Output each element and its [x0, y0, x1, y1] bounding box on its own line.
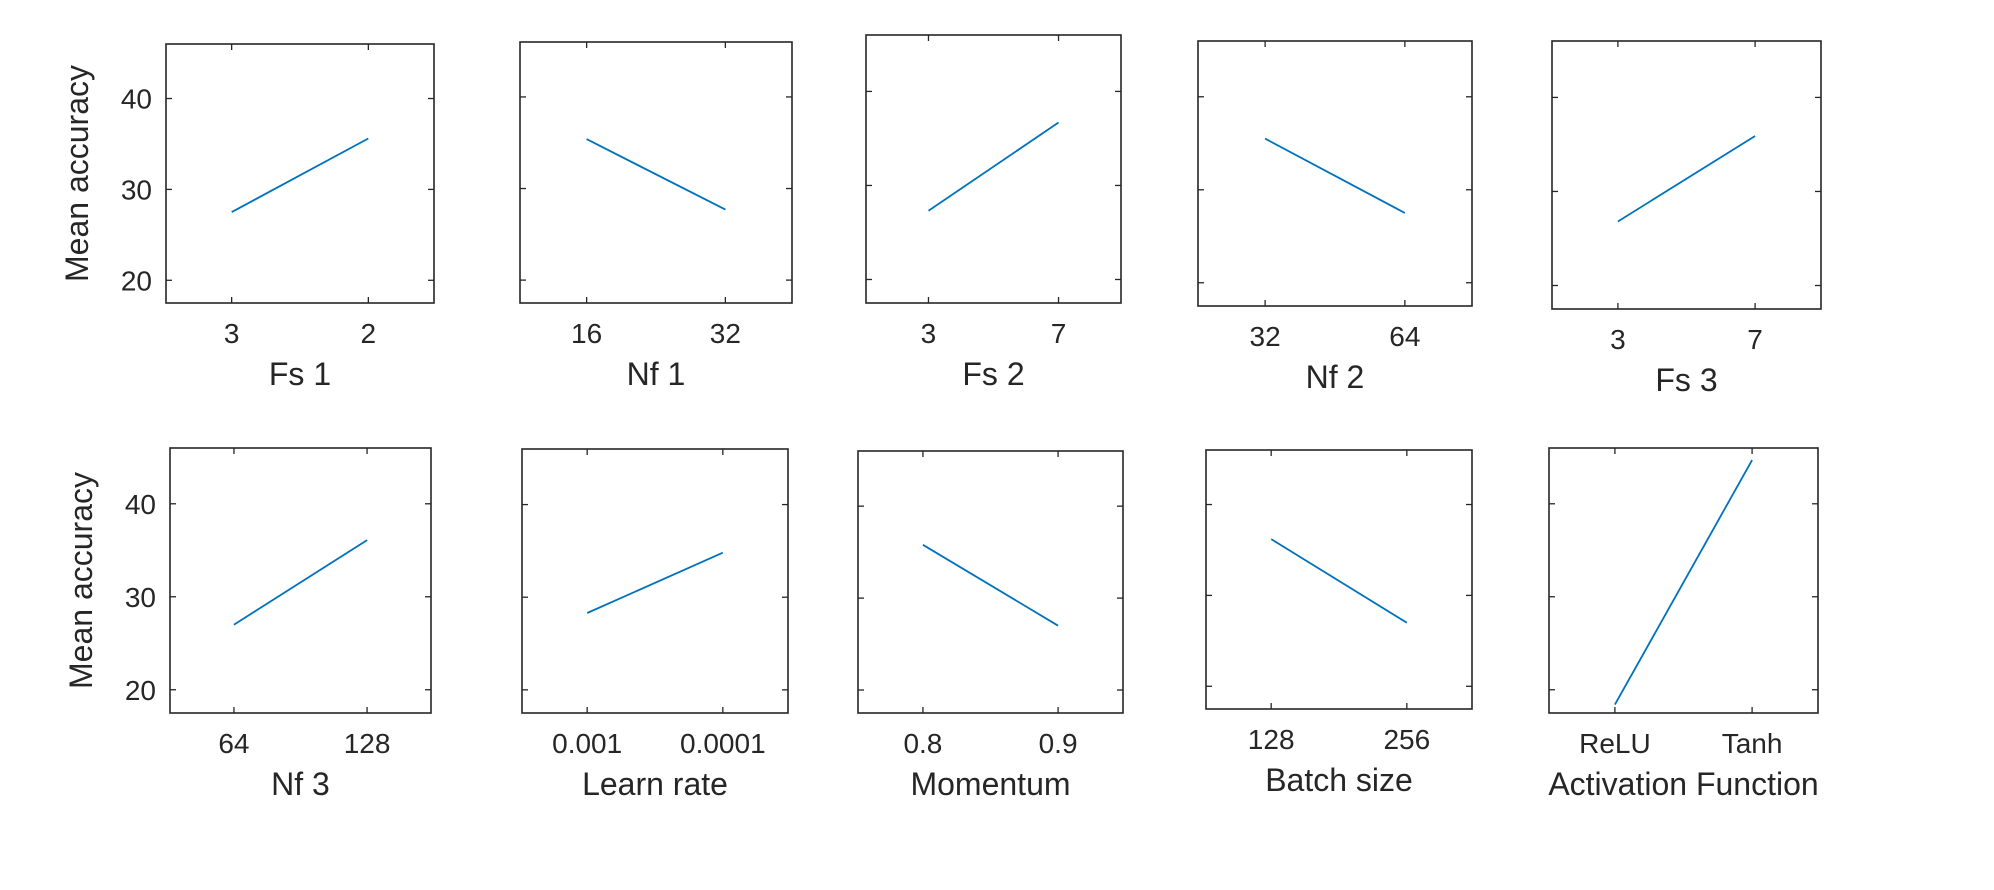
axes-frame — [165, 43, 435, 304]
x-tick-label: 128 — [344, 728, 391, 759]
y-tick-label: 20 — [125, 675, 156, 706]
axes-frame — [169, 447, 432, 714]
x-tick-label: 0.0001 — [680, 728, 766, 759]
x-tick-label: 3 — [921, 318, 937, 349]
subplot-4: 32 64 Nf 2 — [1197, 40, 1473, 395]
axes-frame — [1197, 40, 1473, 307]
x-tick-label: Tanh — [1722, 728, 1783, 759]
x-tick-label: 7 — [1051, 318, 1067, 349]
axes-frame — [857, 450, 1124, 714]
series-line — [233, 539, 368, 626]
y-tick-label: 20 — [121, 265, 152, 296]
x-axis-label: Nf 2 — [1306, 359, 1365, 395]
x-tick-label: 0.001 — [552, 728, 622, 759]
axes-frame — [519, 41, 793, 304]
x-tick-label: 128 — [1248, 724, 1295, 755]
subplot-3: 3 7 Fs 2 — [865, 34, 1122, 392]
subplot-5: 3 7 Fs 3 — [1551, 40, 1822, 398]
axes-frame — [865, 34, 1122, 304]
y-tick-label: 40 — [125, 489, 156, 520]
x-axis-label: Batch size — [1265, 762, 1413, 798]
x-axis-label: Fs 3 — [1655, 362, 1717, 398]
x-tick-label: 0.9 — [1039, 728, 1078, 759]
series-line — [231, 137, 369, 213]
x-tick-label: 7 — [1747, 324, 1763, 355]
x-tick-label: 3 — [224, 318, 240, 349]
series-line — [1264, 137, 1406, 214]
x-axis-label: Learn rate — [582, 766, 728, 802]
subplot-7: 0.001 0.0001 Learn rate — [521, 448, 789, 802]
subplot-2: 16 32 Nf 1 — [519, 41, 793, 392]
x-tick-label: 3 — [1610, 324, 1626, 355]
series-line — [586, 551, 724, 614]
series-line — [586, 138, 726, 211]
x-tick-label: 64 — [218, 728, 249, 759]
y-axis-label: Mean accuracy — [59, 65, 95, 282]
x-tick-label: 64 — [1389, 321, 1420, 352]
axes-frame — [1205, 449, 1473, 710]
x-axis-label: Fs 2 — [962, 356, 1024, 392]
x-axis-label: Activation Function — [1548, 766, 1818, 802]
x-axis-label: Nf 1 — [627, 356, 686, 392]
x-tick-label: 256 — [1383, 724, 1430, 755]
series-line — [1614, 459, 1753, 706]
y-tick-label: 30 — [121, 174, 152, 205]
x-axis-label: Momentum — [910, 766, 1070, 802]
x-tick-label: 32 — [1250, 321, 1281, 352]
axes-frame — [1548, 447, 1819, 714]
subplot-1: 20 30 40 3 2 Fs 1 Mean accuracy — [59, 43, 435, 392]
series-line — [922, 544, 1059, 627]
series-line — [927, 121, 1060, 212]
x-tick-label: 16 — [571, 318, 602, 349]
x-axis-label: Nf 3 — [271, 766, 330, 802]
subplot-8: 0.8 0.9 Momentum — [857, 450, 1124, 802]
x-tick-label: 2 — [361, 318, 377, 349]
axes-frame — [1551, 40, 1822, 310]
axes-frame — [521, 448, 789, 714]
y-tick-label: 40 — [121, 84, 152, 115]
subplot-6: 20 30 40 64 128 Nf 3 Mean accuracy — [63, 447, 432, 802]
y-axis-label: Mean accuracy — [63, 472, 99, 689]
subplot-10: ReLU Tanh Activation Function — [1548, 447, 1819, 802]
y-tick-label: 30 — [125, 582, 156, 613]
x-tick-label: 32 — [710, 318, 741, 349]
series-line — [1270, 538, 1408, 624]
x-axis-label: Fs 1 — [269, 356, 331, 392]
subplot-9: 128 256 Batch size — [1205, 449, 1473, 798]
series-line — [1617, 135, 1756, 223]
x-tick-label: 0.8 — [903, 728, 942, 759]
x-tick-label: ReLU — [1579, 728, 1651, 759]
